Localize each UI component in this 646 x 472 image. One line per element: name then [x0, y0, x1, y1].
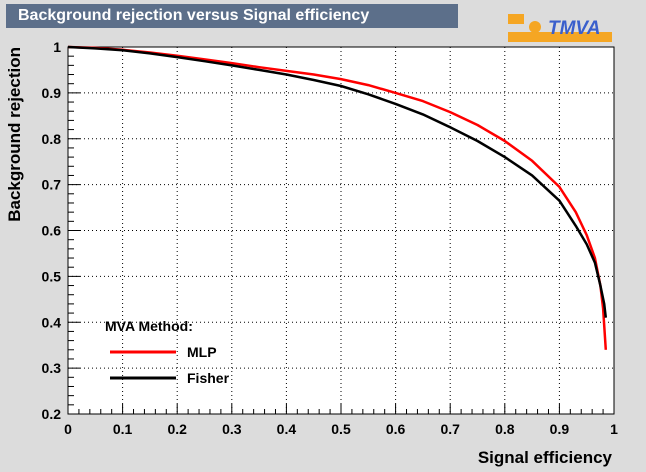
series-layer: [67, 45, 608, 350]
x-tick-label: 0.5: [331, 421, 351, 437]
label-layer: 0 0.1 0.2 0.3 0.4 0.5 0.6 0.7 0.8 0.9 1 0.2 0.3 0.4 0.…: [5, 39, 618, 467]
logo-bar-bottom: [508, 32, 612, 42]
x-tick-label: 0.8: [495, 421, 515, 437]
grid-layer: [68, 47, 614, 414]
x-axis-title: Signal efficiency: [478, 448, 613, 467]
series-line-fisher: [67, 45, 608, 318]
logo-dot: [529, 21, 541, 33]
chart-title: Background rejection versus Signal effic…: [6, 4, 458, 28]
logo-text: TMVA: [548, 18, 600, 39]
legend-label-fisher: Fisher: [187, 370, 230, 386]
y-axis-title: Background rejection: [5, 47, 24, 222]
y-tick-label: 0.6: [42, 223, 62, 239]
y-tick-label: 0.9: [42, 85, 62, 101]
x-tick-label: 0.3: [222, 421, 242, 437]
x-tick-label: 0: [64, 421, 72, 437]
legend-title: MVA Method:: [105, 318, 193, 334]
x-tick-label: 0.7: [440, 421, 460, 437]
y-tick-label: 0.3: [42, 360, 62, 376]
tmva-logo: TMVA: [508, 14, 612, 42]
logo-bar-top: [508, 14, 524, 24]
tick-layer: [67, 46, 615, 415]
y-tick-label: 1: [53, 39, 61, 55]
x-tick-label: 1: [610, 421, 618, 437]
x-tick-label: 0.4: [277, 421, 297, 437]
x-tick-label: 0.6: [386, 421, 406, 437]
series-line-mlp: [67, 45, 608, 350]
y-tick-label: 0.2: [42, 406, 62, 422]
y-tick-label: 0.8: [42, 131, 62, 147]
y-tick-label: 0.5: [42, 268, 62, 284]
legend-label-mlp: MLP: [187, 344, 217, 360]
x-tick-label: 0.1: [113, 421, 133, 437]
x-tick-label: 0.2: [167, 421, 187, 437]
y-tick-label: 0.7: [42, 177, 62, 193]
legend: MVA Method: MLP Fisher: [105, 318, 230, 386]
x-tick-label: 0.9: [550, 421, 570, 437]
y-tick-label: 0.4: [42, 314, 62, 330]
